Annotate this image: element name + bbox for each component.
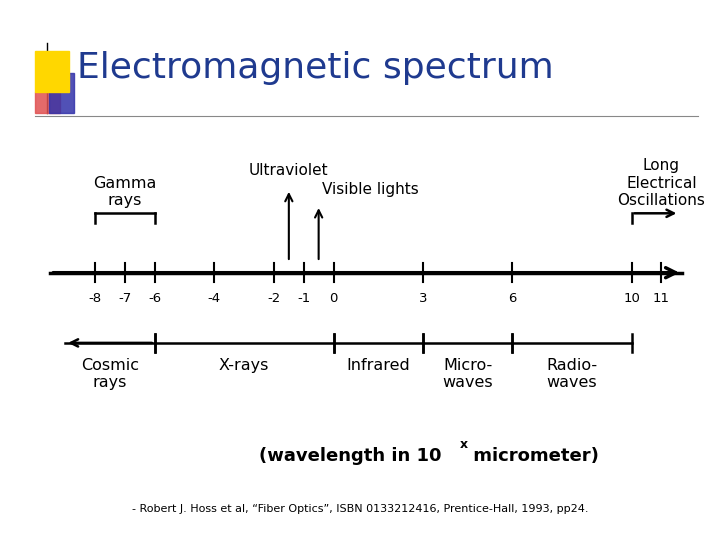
Text: Gamma
rays: Gamma rays	[93, 176, 156, 208]
Text: Cosmic
rays: Cosmic rays	[81, 358, 139, 390]
Text: Infrared: Infrared	[346, 358, 410, 373]
Text: -4: -4	[208, 292, 221, 305]
Text: 6: 6	[508, 292, 516, 305]
Text: micrometer): micrometer)	[467, 447, 598, 465]
Text: -2: -2	[267, 292, 281, 305]
Text: Micro-
waves: Micro- waves	[442, 358, 493, 390]
Text: 10: 10	[623, 292, 640, 305]
Text: - Robert J. Hoss et al, “Fiber Optics”, ISBN 0133212416, Prentice-Hall, 1993, pp: - Robert J. Hoss et al, “Fiber Optics”, …	[132, 504, 588, 514]
Text: 0: 0	[329, 292, 338, 305]
Text: -8: -8	[89, 292, 102, 305]
Text: -7: -7	[118, 292, 132, 305]
Text: X-rays: X-rays	[219, 358, 269, 373]
Text: 3: 3	[419, 292, 427, 305]
Text: Ultraviolet: Ultraviolet	[249, 163, 328, 178]
Text: -6: -6	[148, 292, 161, 305]
Text: Electromagnetic spectrum: Electromagnetic spectrum	[77, 51, 554, 85]
Text: Visible lights: Visible lights	[323, 182, 419, 197]
Text: Long
Electrical
Oscillations: Long Electrical Oscillations	[618, 158, 706, 208]
Text: Radio-
waves: Radio- waves	[546, 358, 598, 390]
Text: 11: 11	[653, 292, 670, 305]
Text: x: x	[459, 438, 467, 451]
Text: (wavelength in 10: (wavelength in 10	[259, 447, 441, 465]
Text: -1: -1	[297, 292, 310, 305]
